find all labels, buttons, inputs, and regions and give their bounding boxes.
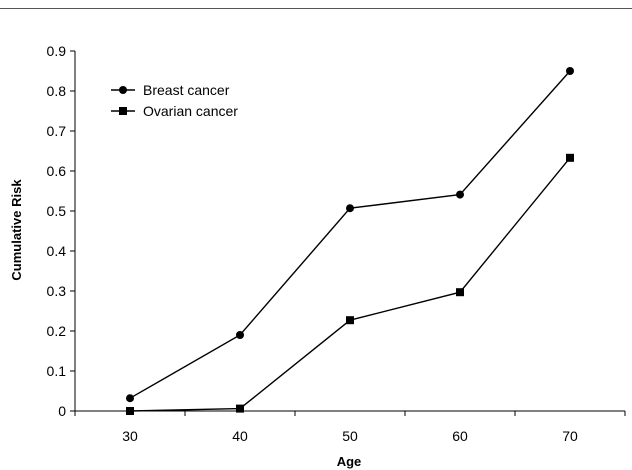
series-breast-cancer (126, 67, 574, 403)
data-point (236, 331, 244, 339)
data-point (346, 316, 354, 325)
x-tick-label: 30 (122, 428, 138, 444)
data-point (126, 394, 134, 403)
y-tick-label: 0.3 (47, 283, 67, 299)
legend-label: Ovarian cancer (143, 103, 238, 119)
y-tick-label: 0.9 (47, 43, 67, 59)
data-point (126, 407, 134, 415)
legend-item: Breast cancer (111, 82, 230, 98)
data-point (236, 404, 244, 413)
x-tick-label: 60 (452, 428, 468, 444)
legend: Breast cancer Ovarian cancer (111, 82, 238, 119)
x-tick-label: 70 (562, 428, 578, 444)
series-ovarian-cancer (126, 153, 574, 415)
series-layer (126, 67, 574, 415)
legend-item: Ovarian cancer (111, 103, 238, 119)
y-tick-label: 0.2 (47, 323, 67, 339)
series-line (129, 157, 571, 412)
y-tick-label: 0.7 (47, 123, 67, 139)
y-tick-label: 0.6 (47, 163, 67, 179)
ticks: 0 0.1 0.2 0.3 0.4 0.5 0.6 0.7 0.8 0.9 30 40 50 60 70 (47, 43, 626, 444)
data-point (346, 204, 354, 213)
data-point (566, 153, 574, 162)
y-tick-label: 0.1 (47, 363, 67, 379)
data-point (456, 190, 464, 199)
axes (74, 51, 625, 412)
y-tick-label: 0.4 (47, 243, 67, 259)
x-tick-label: 40 (232, 428, 248, 444)
legend-label: Breast cancer (143, 82, 230, 98)
x-tick-label: 50 (342, 428, 358, 444)
data-point (566, 67, 574, 75)
y-tick-label: 0.5 (47, 203, 67, 219)
y-axis-title: Cumulative Risk (9, 179, 24, 281)
data-point (456, 288, 464, 297)
legend-marker (119, 86, 127, 94)
legend-marker (119, 107, 127, 115)
top-rule (0, 8, 632, 9)
y-tick-label: 0.8 (47, 83, 67, 99)
x-axis-title: Age (337, 454, 362, 469)
series-line (129, 70, 571, 399)
y-tick-label: 0 (58, 403, 66, 419)
